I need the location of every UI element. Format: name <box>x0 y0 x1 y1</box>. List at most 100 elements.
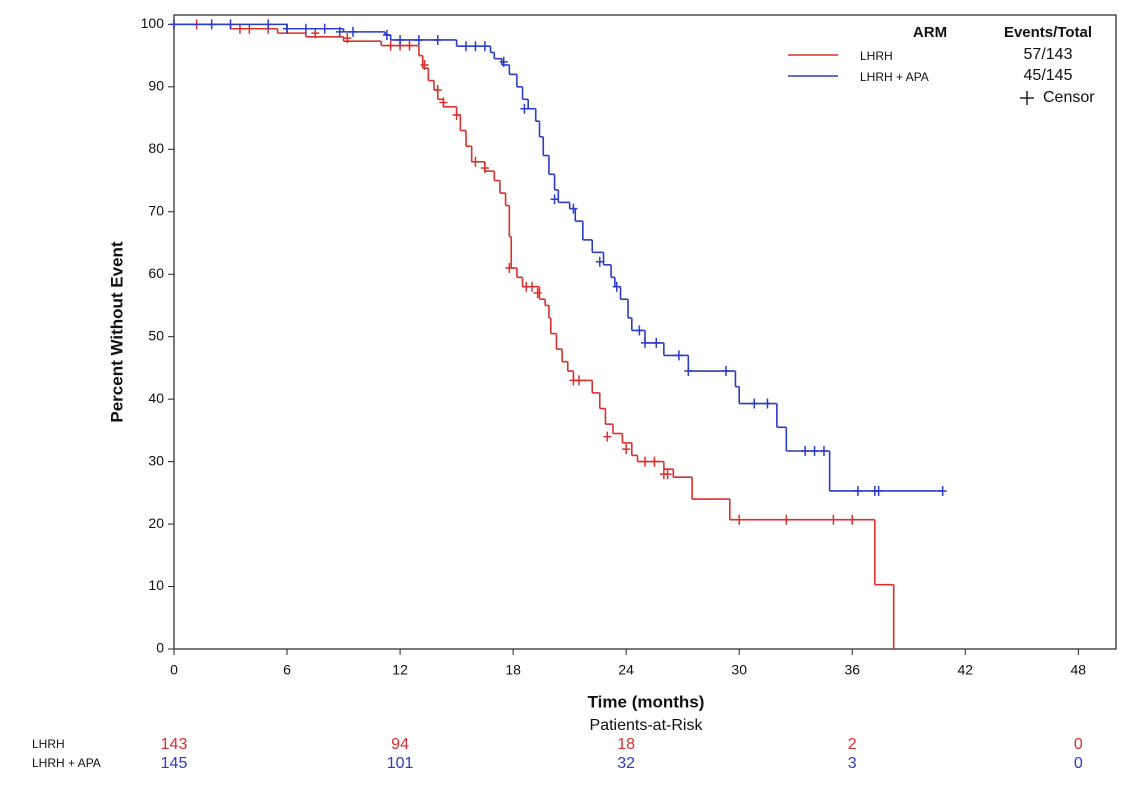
censor-mark <box>650 456 659 467</box>
y-tick-label: 60 <box>148 265 164 281</box>
x-tick-label: 24 <box>618 662 634 678</box>
censor-mark <box>533 287 542 298</box>
legend-label: LHRH <box>860 49 893 63</box>
y-tick-label: 70 <box>148 202 164 218</box>
censor-mark <box>439 97 448 108</box>
at-risk-count: 0 <box>1074 755 1083 772</box>
censor-mark <box>396 34 405 45</box>
x-tick-label: 18 <box>505 662 521 678</box>
censor-mark <box>301 23 310 34</box>
censor-mark <box>505 262 514 273</box>
at-risk-count: 143 <box>161 736 188 753</box>
at-risk-count: 18 <box>617 736 635 753</box>
censor-mark <box>595 256 604 267</box>
y-tick-label: 0 <box>156 640 164 656</box>
censor-mark <box>283 23 292 34</box>
x-axis-title: Time (months) <box>588 692 705 711</box>
at-risk-count: 32 <box>617 755 635 772</box>
censor-mark <box>635 325 644 336</box>
x-tick-label: 0 <box>170 662 178 678</box>
y-tick-label: 30 <box>148 452 164 468</box>
censor-mark <box>750 398 759 409</box>
x-tick-label: 42 <box>957 662 973 678</box>
censor-mark <box>874 485 883 496</box>
at-risk-row-label: LHRH <box>32 737 65 751</box>
censor-mark <box>550 194 559 205</box>
censor-mark <box>207 19 216 30</box>
censor-mark <box>499 56 508 67</box>
legend-label: LHRH + APA <box>860 70 929 84</box>
y-tick-label: 80 <box>148 140 164 156</box>
censor-mark <box>763 398 772 409</box>
x-tick-label: 30 <box>731 662 747 678</box>
at-risk-title: Patients-at-Risk <box>590 717 704 734</box>
censor-mark <box>641 456 649 467</box>
censor-symbol <box>1020 91 1034 105</box>
censor-mark <box>801 445 810 456</box>
censor-mark <box>684 366 693 377</box>
censor-mark <box>348 26 357 37</box>
censor-mark <box>452 109 461 120</box>
censor-mark <box>735 514 744 525</box>
censor-mark <box>170 19 178 30</box>
at-risk-row-label: LHRH + APA <box>32 756 101 770</box>
legend-title: ARM <box>913 24 947 41</box>
y-tick-label: 100 <box>141 15 165 31</box>
at-risk-count: 145 <box>161 755 188 772</box>
censor-mark <box>480 163 489 174</box>
legend-events-title: Events/Total <box>1004 24 1092 41</box>
censor-mark <box>414 34 423 45</box>
censor-mark <box>938 485 947 496</box>
censor-mark <box>674 350 683 361</box>
censor-mark <box>320 23 329 34</box>
censor-mark <box>641 337 649 348</box>
censor-mark <box>382 29 391 40</box>
at-risk-count: 0 <box>1074 736 1083 753</box>
censor-mark <box>782 514 791 525</box>
censor-mark <box>405 40 414 51</box>
censor-mark <box>245 23 254 34</box>
censor-mark <box>652 337 661 348</box>
censor-mark <box>264 19 273 30</box>
censor-mark <box>622 444 631 455</box>
y-tick-label: 10 <box>148 577 164 593</box>
censor-mark <box>569 203 578 214</box>
censor-mark <box>335 26 344 37</box>
censor-mark <box>527 281 536 292</box>
y-tick-label: 40 <box>148 390 164 406</box>
censor-mark <box>520 103 529 114</box>
censor-mark <box>420 59 429 70</box>
censor-mark <box>235 23 244 34</box>
plot-frame <box>173 14 1117 650</box>
censor-mark <box>311 28 320 39</box>
censor-mark <box>612 281 621 292</box>
y-tick-label: 50 <box>148 327 164 343</box>
censor-mark <box>819 445 828 456</box>
censor-mark <box>603 431 612 442</box>
censor-mark <box>829 514 838 525</box>
censor-mark <box>386 40 395 51</box>
censor-mark <box>462 41 471 52</box>
censor-mark <box>343 33 352 44</box>
x-tick-label: 36 <box>844 662 860 678</box>
censor-label: Censor <box>1043 89 1095 106</box>
legend-events: 57/143 <box>1024 46 1073 63</box>
x-tick-label: 6 <box>283 662 291 678</box>
at-risk-count: 94 <box>391 736 409 753</box>
censor-mark <box>575 375 584 386</box>
censor-mark <box>226 19 235 30</box>
x-tick-label: 12 <box>392 662 408 678</box>
censor-mark <box>433 84 442 95</box>
at-risk-count: 2 <box>848 736 857 753</box>
censor-mark <box>663 469 672 480</box>
censor-mark <box>722 366 731 377</box>
y-axis-title: Percent Without Event <box>107 241 126 423</box>
censor-mark <box>848 514 857 525</box>
at-risk-count: 3 <box>848 755 857 772</box>
censor-mark <box>810 445 819 456</box>
y-tick-label: 90 <box>148 78 164 94</box>
censor-mark <box>433 34 442 45</box>
censor-mark <box>471 156 480 167</box>
